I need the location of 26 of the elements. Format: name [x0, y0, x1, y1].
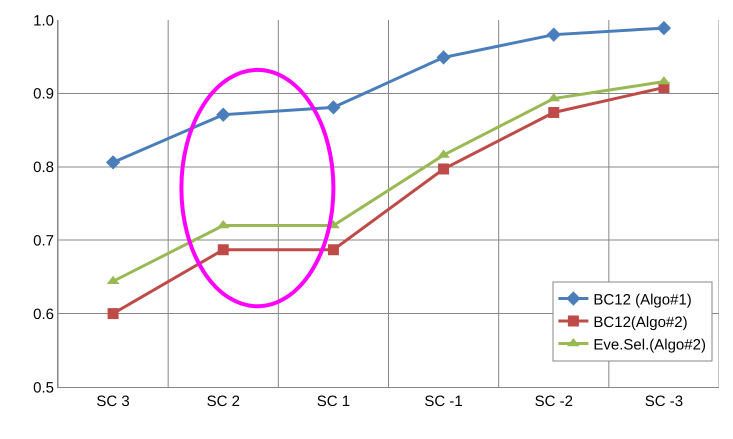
x-tick-label: SC -2: [534, 393, 573, 410]
x-tick-label: SC 3: [96, 393, 130, 410]
point: [656, 20, 672, 36]
point: [328, 244, 339, 256]
x-tick-label: SC 2: [206, 393, 240, 410]
point: [108, 308, 119, 320]
point: [106, 155, 120, 170]
point: [546, 28, 561, 42]
point: [436, 50, 451, 65]
point: [548, 106, 560, 118]
x-tick-label: SC -1: [424, 393, 463, 410]
y-tick-label: 0.6: [33, 306, 54, 323]
y-tick-label: 0.8: [33, 159, 54, 176]
point: [438, 164, 450, 174]
y-tick-label: 0.9: [33, 86, 54, 103]
y-tick-label: 0.5: [33, 379, 54, 396]
legend-label: BC12(Algo#2): [593, 314, 688, 331]
x-tick-label: SC -3: [644, 393, 684, 410]
legend-label: BC12 (Algo#1): [593, 291, 692, 308]
y-tick-label: 1.0: [33, 12, 54, 30]
point: [326, 100, 341, 114]
point: [218, 244, 229, 256]
y-tick-label: 0.7: [33, 232, 54, 250]
point: [216, 108, 230, 122]
legend-label: Eve.Sel.(Algo#2): [593, 336, 706, 354]
x-tick-label: SC 1: [316, 393, 350, 410]
